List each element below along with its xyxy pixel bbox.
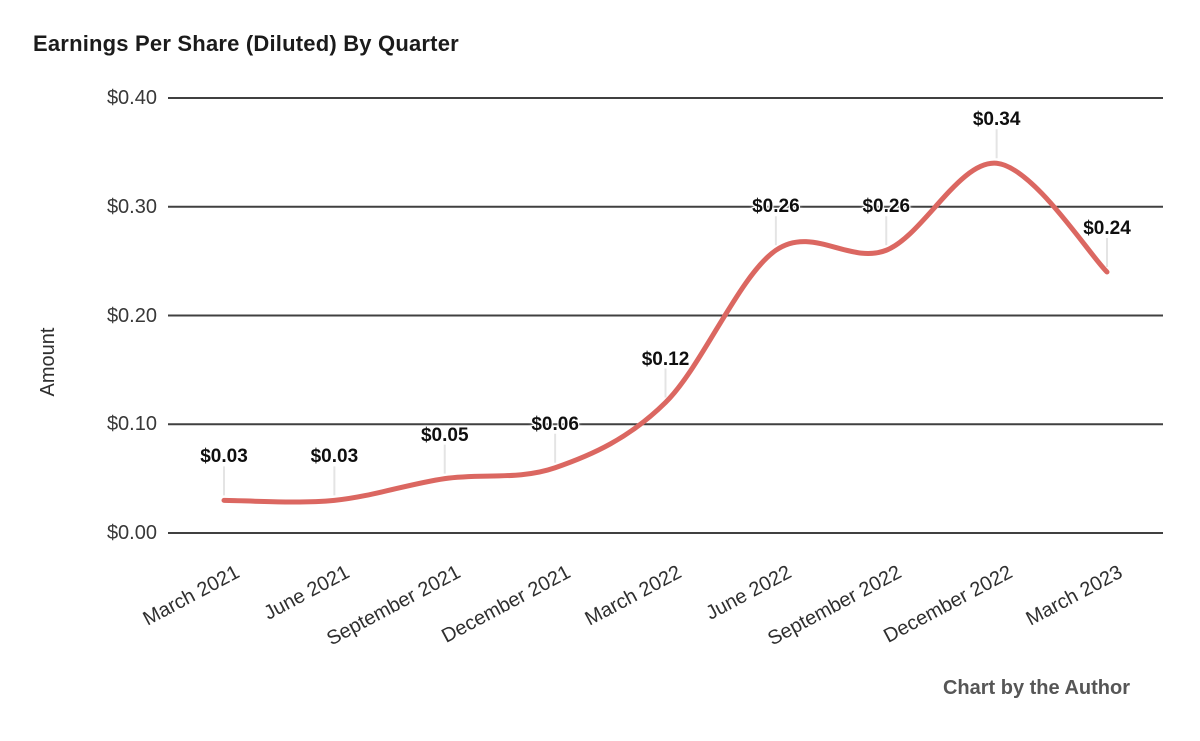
y-axis-tick-label: $0.20 xyxy=(106,304,157,327)
data-point-label: $0.26 xyxy=(752,196,800,218)
y-axis-tick-label: $0.40 xyxy=(106,87,157,109)
data-point-label: $0.12 xyxy=(641,348,690,370)
y-axis-tick-label: $0.30 xyxy=(106,195,157,218)
data-point-label: $0.03 xyxy=(200,446,248,468)
y-axis-tick-label: $0.00 xyxy=(106,522,157,544)
series-line xyxy=(221,160,1110,505)
y-axis-title: Amount xyxy=(37,327,59,397)
chart-credit: Chart by the Author xyxy=(942,677,1130,699)
data-point-label: $0.06 xyxy=(531,413,579,435)
data-point-label: $0.26 xyxy=(862,196,911,218)
data-point-label: $0.03 xyxy=(310,446,359,468)
data-point-label: $0.34 xyxy=(972,109,1021,131)
chart-title: Earnings Per Share (Diluted) By Quarter xyxy=(33,31,459,56)
y-axis-tick-label: $0.10 xyxy=(106,413,157,436)
data-point-label: $0.24 xyxy=(1083,218,1131,239)
data-point-label: $0.05 xyxy=(420,424,469,446)
